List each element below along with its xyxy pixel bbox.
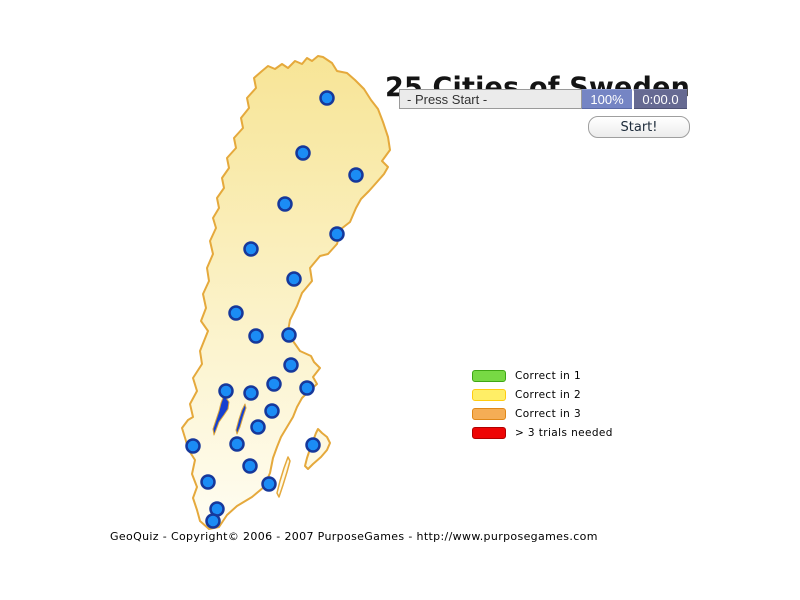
city-dot-9[interactable] — [248, 328, 264, 344]
copyright-footer: GeoQuiz - Copyright© 2006 - 2007 Purpose… — [110, 530, 598, 543]
legend-swatch-red — [472, 427, 506, 439]
legend-label: Correct in 3 — [515, 408, 582, 420]
legend-row-correct-1: Correct in 1 — [472, 370, 613, 382]
oland-island-shape[interactable] — [276, 456, 291, 498]
legend-swatch-orange — [472, 408, 506, 420]
city-dot-10[interactable] — [281, 327, 297, 343]
city-dot-19[interactable] — [185, 438, 201, 454]
legend-swatch-yellow — [472, 389, 506, 401]
lake-vanern — [212, 394, 230, 436]
city-dot-25[interactable] — [205, 513, 221, 529]
city-dot-15[interactable] — [299, 380, 315, 396]
status-message: - Press Start - — [399, 89, 582, 109]
city-dot-1[interactable] — [319, 90, 335, 106]
legend-label: Correct in 1 — [515, 370, 582, 382]
city-dot-13[interactable] — [243, 385, 259, 401]
city-dot-group[interactable] — [185, 90, 364, 529]
city-dot-3[interactable] — [348, 167, 364, 183]
start-button[interactable]: Start! — [588, 116, 690, 138]
lake-vattern — [235, 403, 247, 435]
city-dot-22[interactable] — [200, 474, 216, 490]
city-dot-5[interactable] — [329, 226, 345, 242]
legend-row-more-trials: > 3 trials needed — [472, 427, 613, 439]
city-dot-7[interactable] — [286, 271, 302, 287]
city-dot-6[interactable] — [243, 241, 259, 257]
city-dot-23[interactable] — [261, 476, 277, 492]
legend-label: > 3 trials needed — [515, 427, 613, 439]
sweden-mainland-shape[interactable] — [181, 55, 391, 530]
city-dot-2[interactable] — [295, 145, 311, 161]
legend-swatch-green — [472, 370, 506, 382]
legend-label: Correct in 2 — [515, 389, 582, 401]
city-dot-16[interactable] — [264, 403, 280, 419]
legend-row-correct-3: Correct in 3 — [472, 408, 613, 420]
status-bar: - Press Start - 100% 0:00.0 — [399, 89, 687, 109]
city-dot-18[interactable] — [229, 436, 245, 452]
timer-display: 0:00.0 — [634, 89, 687, 109]
city-dot-20[interactable] — [305, 437, 321, 453]
city-dot-21[interactable] — [242, 458, 258, 474]
city-dot-17[interactable] — [250, 419, 266, 435]
city-dot-12[interactable] — [218, 383, 234, 399]
legend-row-correct-2: Correct in 2 — [472, 389, 613, 401]
city-dot-14[interactable] — [266, 376, 282, 392]
city-dot-8[interactable] — [228, 305, 244, 321]
city-dot-4[interactable] — [277, 196, 293, 212]
city-dot-11[interactable] — [283, 357, 299, 373]
score-percent-badge: 100% — [582, 89, 632, 109]
legend: Correct in 1 Correct in 2 Correct in 3 >… — [472, 370, 613, 446]
